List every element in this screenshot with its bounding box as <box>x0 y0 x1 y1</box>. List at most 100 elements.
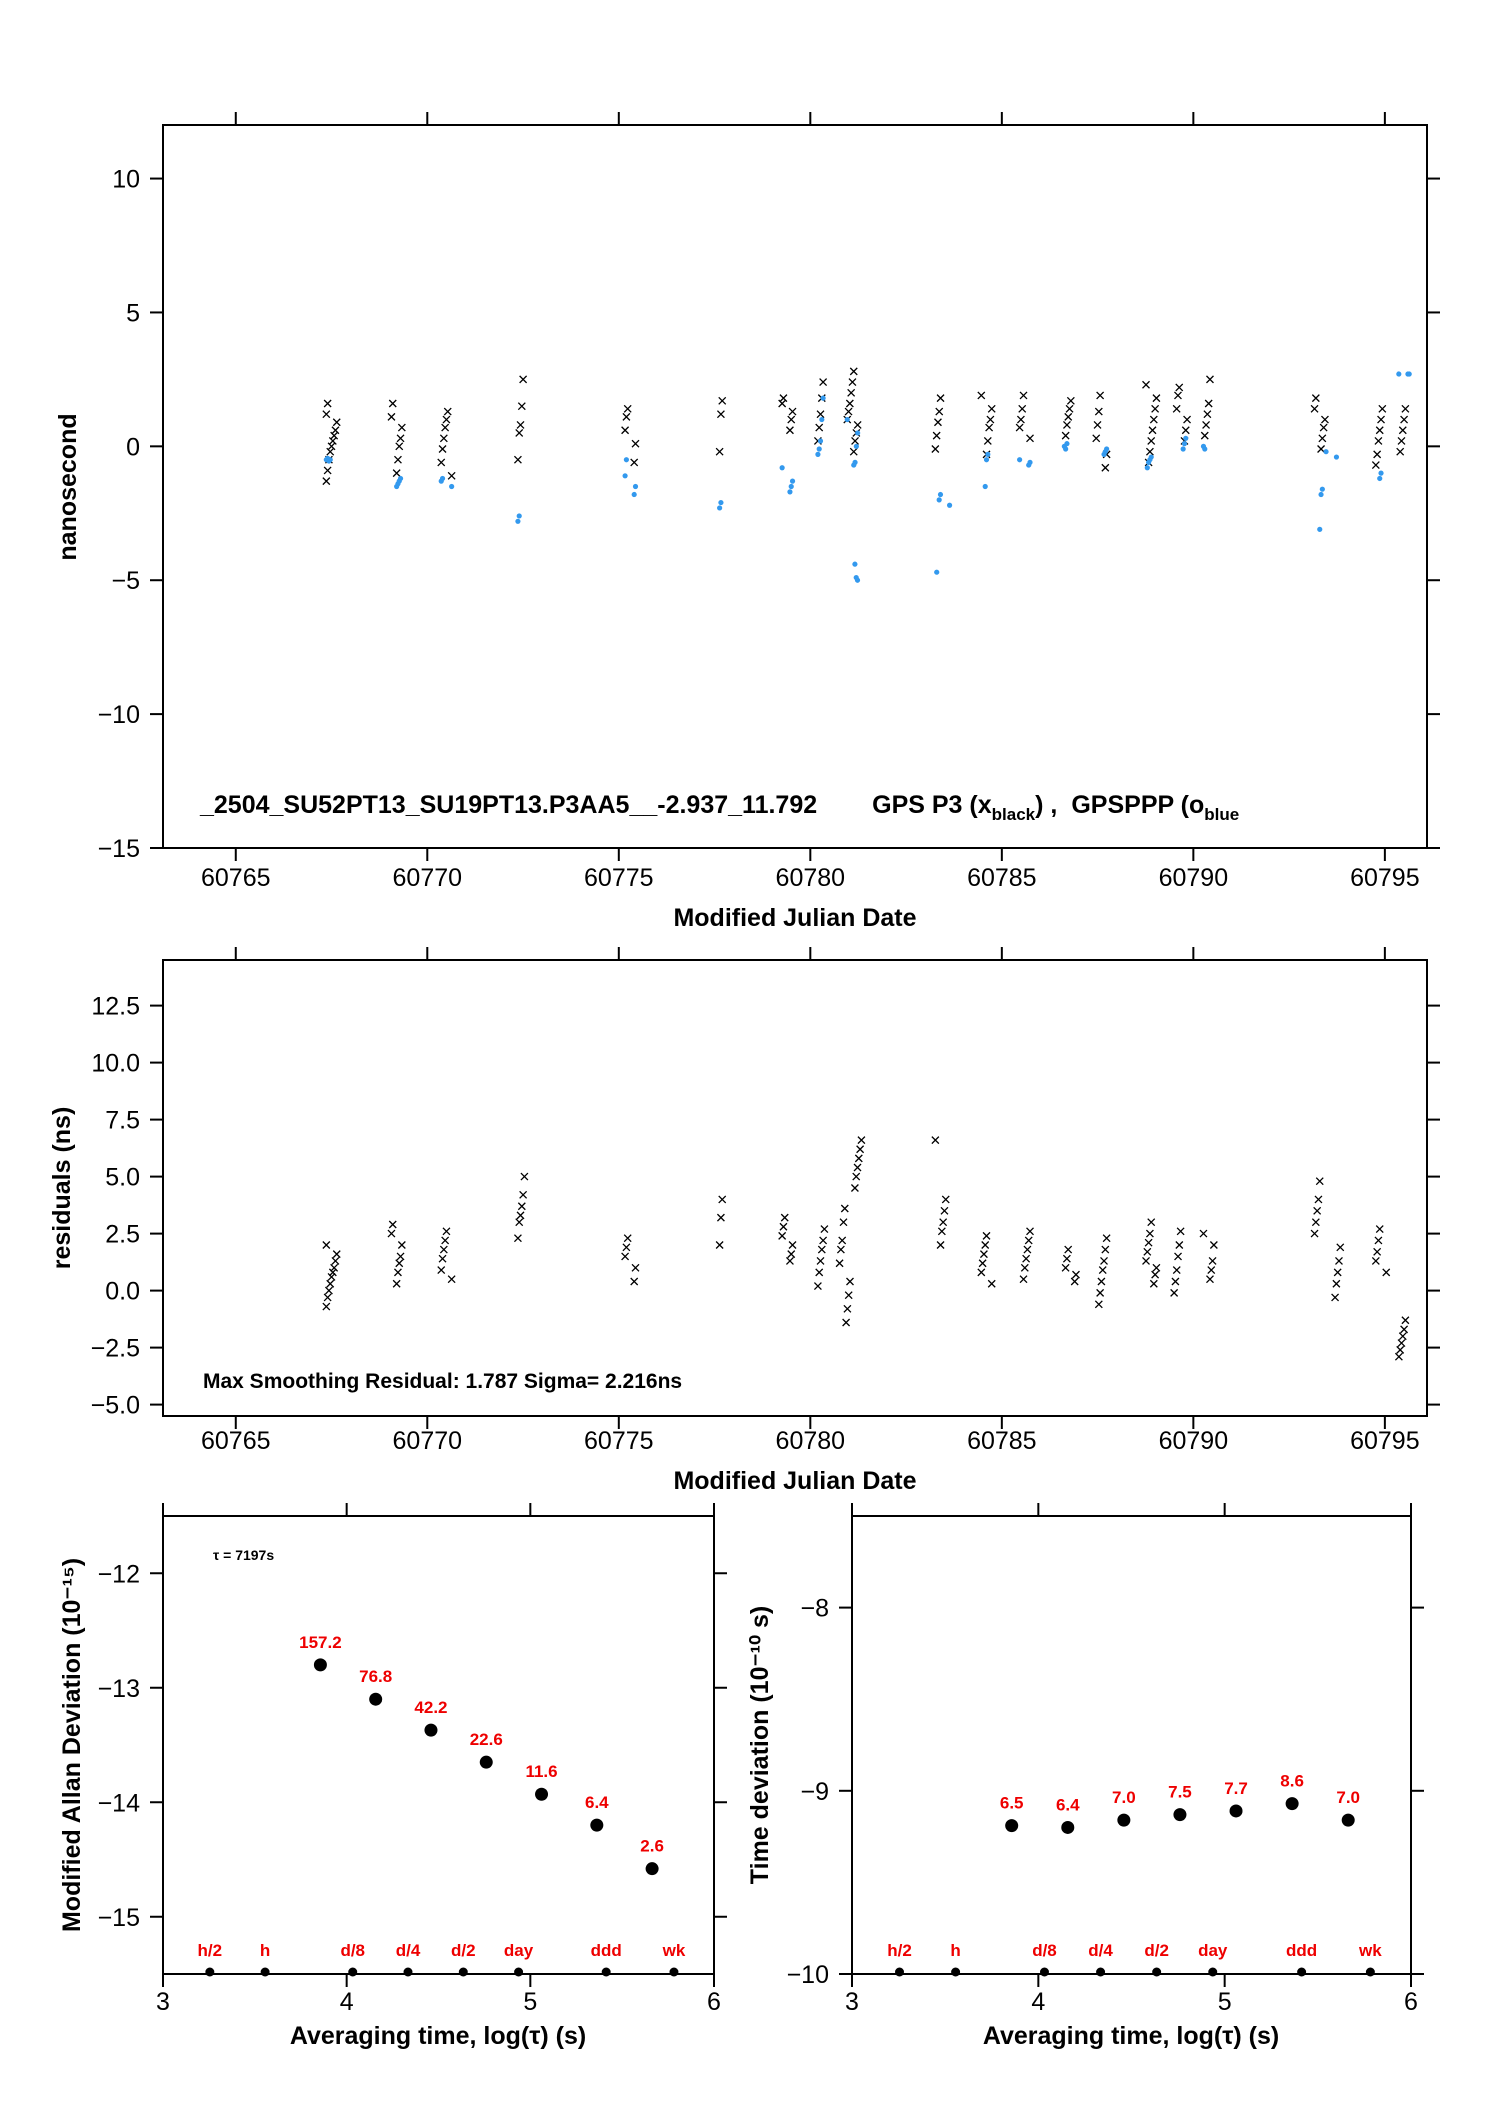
tau-marker <box>601 1967 611 1977</box>
legend-black-sub: black <box>992 805 1036 824</box>
x-marker <box>322 1241 331 1249</box>
o-marker <box>820 395 826 401</box>
x-marker <box>1336 1243 1345 1252</box>
x-marker <box>332 1250 341 1259</box>
x-marker <box>621 1252 630 1261</box>
tau-marker <box>403 1967 413 1977</box>
o-marker <box>1183 435 1189 441</box>
x-marker <box>1061 1263 1070 1272</box>
x-marker <box>330 1263 339 1272</box>
deviation-point <box>479 1755 493 1769</box>
o-marker <box>1323 449 1329 455</box>
x-marker <box>1373 1247 1382 1256</box>
x-tick-label: 60765 <box>201 1427 271 1455</box>
annotation-clip: _2504_SU52PT13_SU19PT13.P3AA5__-2.937_11… <box>199 791 1239 824</box>
deviation-label: 6.4 <box>1056 1795 1080 1814</box>
x-marker <box>1317 445 1326 453</box>
x-marker <box>857 1136 866 1145</box>
y-tick-label: 5.0 <box>105 1164 140 1192</box>
x-marker <box>1375 1225 1384 1233</box>
tau-marker-label: wk <box>1358 1941 1382 1960</box>
x-marker <box>331 1257 340 1265</box>
x-marker <box>1176 1227 1185 1236</box>
x-marker <box>323 466 332 475</box>
x-marker <box>1333 1268 1342 1277</box>
tau-marker-label: day <box>1198 1941 1228 1960</box>
x-marker <box>1314 1195 1323 1204</box>
x-marker <box>939 1218 948 1227</box>
x-marker <box>515 428 524 437</box>
x-marker <box>622 412 631 421</box>
deviation-point <box>1005 1819 1019 1833</box>
x-marker <box>977 391 986 400</box>
x-marker <box>977 1268 986 1277</box>
x-marker <box>1374 1236 1383 1245</box>
o-marker <box>1180 446 1186 452</box>
o-marker <box>853 443 859 449</box>
x-marker <box>987 1279 996 1288</box>
deviation-point <box>590 1818 604 1832</box>
o-marker <box>855 430 861 436</box>
x-marker <box>1175 1241 1184 1249</box>
x-marker <box>322 410 331 419</box>
x-marker <box>849 367 858 376</box>
y-tick-label: 12.5 <box>91 993 140 1021</box>
x-marker <box>844 407 853 416</box>
x-marker <box>1398 426 1407 435</box>
x-marker <box>622 1243 631 1252</box>
x-tick-label: 60770 <box>393 1427 463 1455</box>
x-marker <box>517 1202 526 1211</box>
y-tick-label: −9 <box>800 1778 829 1806</box>
x-marker <box>513 455 522 464</box>
x-marker <box>1204 399 1213 408</box>
x-marker <box>322 477 331 486</box>
x-marker <box>1170 1288 1179 1297</box>
x-marker <box>1102 1234 1111 1243</box>
x-marker <box>322 1302 331 1311</box>
y-tick-label: 5 <box>126 299 140 327</box>
x-marker <box>1181 426 1190 435</box>
x-marker <box>1332 1279 1341 1288</box>
tau-marker <box>1039 1967 1049 1977</box>
deviation-label: 22.6 <box>470 1730 503 1749</box>
o-marker <box>439 475 446 482</box>
o-marker <box>788 483 794 490</box>
deviation-point <box>1117 1813 1131 1827</box>
o-marker <box>327 457 333 463</box>
o-marker <box>1063 446 1069 452</box>
x-marker <box>842 1318 851 1327</box>
x-marker <box>941 1195 950 1204</box>
deviation-point <box>1173 1808 1187 1822</box>
x-marker <box>839 1218 848 1227</box>
x-marker <box>853 420 862 429</box>
x-tick-label: 60765 <box>201 864 271 892</box>
y-tick-label: 2.5 <box>105 1221 140 1249</box>
o-marker <box>1378 470 1384 476</box>
x-marker <box>1096 391 1105 400</box>
legend-blue-sub: blue <box>1204 805 1239 824</box>
tau-marker-label: h <box>260 1941 270 1960</box>
x-tick-label: 60795 <box>1350 864 1420 892</box>
o-marker <box>718 499 724 506</box>
x-marker <box>849 447 858 456</box>
x-marker <box>985 423 994 432</box>
x-marker <box>788 1241 797 1249</box>
x-marker <box>630 1277 639 1286</box>
o-marker <box>819 416 825 423</box>
deviation-point <box>1341 1813 1355 1827</box>
x-marker <box>1147 1218 1156 1227</box>
x-marker <box>853 1163 862 1172</box>
x-marker <box>1143 1247 1152 1256</box>
y-tick-label: −5.0 <box>91 1392 140 1420</box>
x-axis-label: Averaging time, log(τ) (s) <box>290 2022 586 2050</box>
x-marker <box>323 399 332 408</box>
x-marker <box>630 458 639 467</box>
y-tick-label: 10.0 <box>91 1050 140 1078</box>
x-marker <box>838 1236 847 1245</box>
x-marker <box>395 1259 404 1268</box>
tau-marker-label: ddd <box>1286 1941 1317 1960</box>
data-marks <box>322 1136 1410 1361</box>
x-marker <box>1019 1275 1028 1284</box>
o-marker <box>1333 454 1340 460</box>
x-marker <box>718 396 727 405</box>
